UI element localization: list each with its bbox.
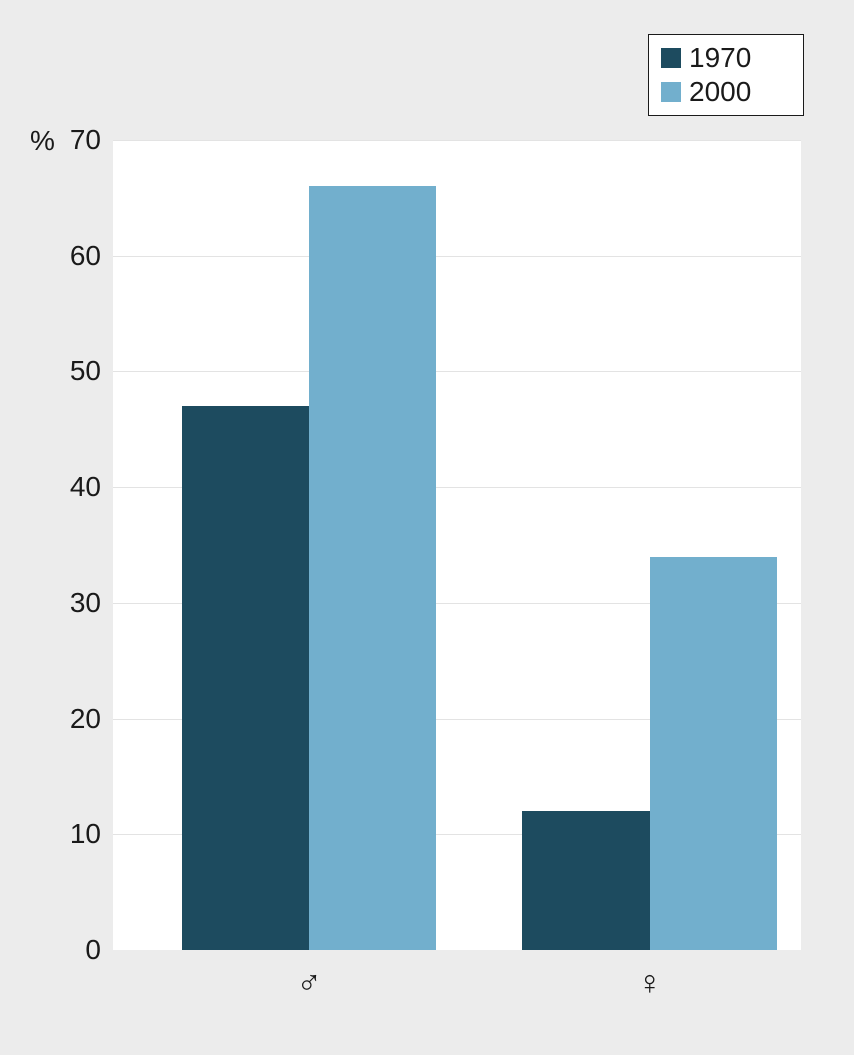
- bar: [522, 811, 649, 950]
- gridline: [113, 371, 801, 372]
- y-tick-label: 0: [55, 934, 101, 966]
- gridline: [113, 140, 801, 141]
- legend-swatch: [661, 48, 681, 68]
- bar: [650, 557, 777, 950]
- y-axis-title: %: [30, 125, 55, 157]
- x-tick-label: ♂: [296, 964, 322, 1003]
- gridline: [113, 256, 801, 257]
- y-tick-label: 40: [55, 471, 101, 503]
- legend-item: 2000: [661, 76, 789, 108]
- legend: 19702000: [648, 34, 804, 116]
- legend-swatch: [661, 82, 681, 102]
- y-tick-label: 30: [55, 587, 101, 619]
- y-tick-label: 20: [55, 703, 101, 735]
- bar: [182, 406, 309, 950]
- bar: [309, 186, 436, 950]
- y-tick-label: 70: [55, 124, 101, 156]
- legend-label: 1970: [689, 42, 751, 74]
- plot-area: [113, 140, 801, 950]
- y-tick-label: 60: [55, 240, 101, 272]
- x-tick-label: ♀: [637, 964, 663, 1003]
- legend-label: 2000: [689, 76, 751, 108]
- y-tick-label: 10: [55, 818, 101, 850]
- legend-item: 1970: [661, 42, 789, 74]
- chart-page: 0 10 20 30 40 50 60 70% ♂ ♀ 19702000: [0, 0, 854, 1055]
- y-tick-label: 50: [55, 355, 101, 387]
